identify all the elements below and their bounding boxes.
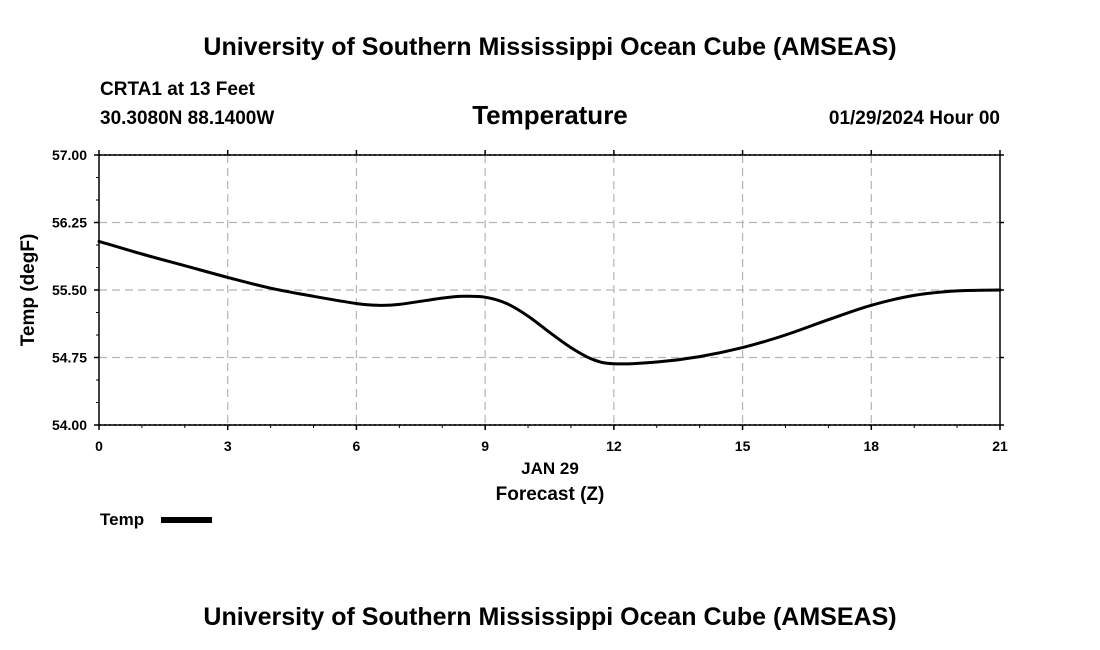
data-point <box>312 295 315 298</box>
x-tick-label: 21 <box>992 438 1008 454</box>
data-point <box>183 264 187 267</box>
y-axis-label: Temp (degF) <box>18 234 39 347</box>
data-point <box>591 358 594 361</box>
data-point <box>505 302 508 305</box>
data-point <box>526 314 530 318</box>
data-point <box>376 304 380 307</box>
footer-org-title: University of Southern Mississippi Ocean… <box>203 603 896 631</box>
chart-title: Temperature <box>472 100 628 130</box>
x-axis-label: Forecast (Z) <box>496 484 605 505</box>
grid <box>99 154 1000 426</box>
data-point <box>483 296 487 299</box>
data-point <box>955 289 959 293</box>
x-tick-label: 18 <box>863 438 879 454</box>
data-point <box>612 362 616 365</box>
legend: Temp <box>100 510 212 529</box>
x-tick-labels: 0 3 6 9 12 15 18 21 <box>95 438 1008 454</box>
x-tick-label: 9 <box>481 438 489 454</box>
data-point <box>548 331 551 334</box>
series-line-temp <box>97 239 1002 366</box>
data-point <box>398 303 401 306</box>
y-tick-label: 54.75 <box>52 350 87 366</box>
data-point <box>698 355 701 358</box>
series-layer <box>97 239 1002 366</box>
station-label: CRTA1 at 13 Feet <box>100 79 256 100</box>
location-label: 30.3080N 88.1400W <box>100 108 274 129</box>
data-point <box>441 296 444 300</box>
x-tick-label: 3 <box>224 438 232 454</box>
y-tick-label: 55.50 <box>52 282 87 298</box>
data-point <box>784 333 787 337</box>
data-point <box>462 295 465 298</box>
data-point <box>655 360 658 364</box>
forecast-time-label: 01/29/2024 Hour 00 <box>829 108 1000 129</box>
x-axis-date-label: JAN 29 <box>521 459 579 478</box>
data-point <box>827 318 830 321</box>
data-point <box>741 346 744 349</box>
org-title: University of Southern Mississippi Ocean… <box>203 33 896 61</box>
y-tick-labels: 54.00 54.75 55.50 56.25 57.00 <box>52 147 87 433</box>
y-tick-label: 54.00 <box>52 417 87 433</box>
data-point <box>870 304 873 307</box>
y-tick-label: 57.00 <box>52 147 87 163</box>
legend-label-temp: Temp <box>100 510 144 529</box>
x-tick-label: 0 <box>95 438 103 454</box>
legend-swatch-temp <box>161 517 212 523</box>
y-tick-label: 56.25 <box>52 215 87 231</box>
data-point <box>140 252 144 256</box>
x-tick-label: 15 <box>735 438 751 454</box>
data-point <box>226 276 229 279</box>
x-tick-label: 6 <box>353 438 361 454</box>
x-tick-label: 12 <box>606 438 622 454</box>
data-point <box>569 346 573 349</box>
data-point <box>355 302 358 305</box>
data-point <box>97 240 101 243</box>
data-point <box>269 287 272 290</box>
data-point <box>998 288 1002 292</box>
data-point <box>912 294 916 297</box>
